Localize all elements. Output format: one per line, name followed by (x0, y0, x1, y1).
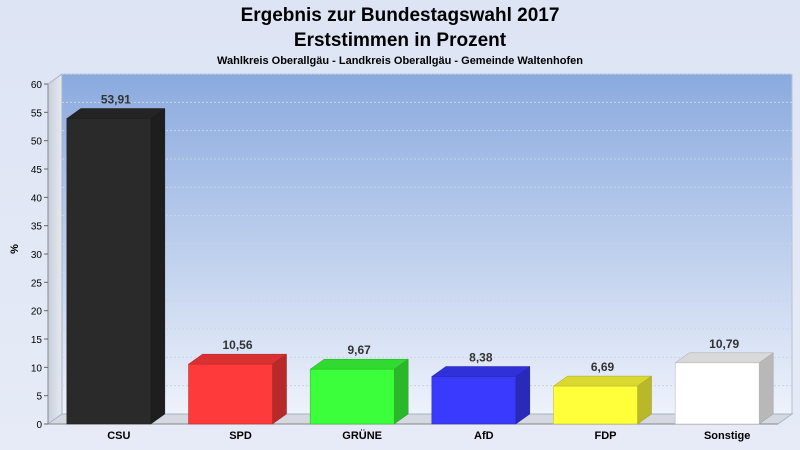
bar-side (272, 353, 287, 425)
bar-fdp (552, 375, 653, 425)
y-tick-label: 5 (36, 392, 42, 403)
y-tick-label: 25 (31, 278, 43, 289)
bar-grüne (309, 358, 409, 425)
bars (66, 108, 774, 425)
chart-title: Ergebnis zur Bundestagswahl 2017 (241, 5, 560, 26)
category-label: GRÜNE (342, 429, 382, 442)
bar-front (674, 362, 760, 425)
category-label: AfD (474, 430, 494, 442)
bar-front (66, 118, 152, 425)
category-label: FDP (595, 430, 617, 442)
value-label: 10,79 (709, 337, 739, 351)
bar-front (553, 385, 638, 425)
bar-front (188, 363, 273, 425)
y-tick-label: 60 (31, 80, 43, 91)
y-tick-label: 10 (31, 363, 43, 374)
category-label: CSU (107, 430, 130, 442)
chart-title-line2: Erststimmen in Prozent (294, 30, 507, 51)
bar-afd (431, 366, 531, 425)
bar-top (552, 375, 653, 387)
bar-side (758, 352, 774, 425)
category-label: SPD (229, 430, 252, 442)
bar-top (187, 353, 288, 365)
bar-top (674, 352, 774, 364)
bar-top (309, 358, 409, 370)
y-tick-label: 20 (31, 307, 43, 318)
y-tick-label: 55 (31, 108, 43, 119)
grid-lines (62, 73, 792, 387)
bar-front (309, 368, 395, 425)
y-tick-label: 45 (31, 165, 43, 176)
y-tick-label: 35 (31, 222, 43, 233)
bar-csu (66, 108, 166, 425)
x-axis-categories: CSU SPD GRÜNE AfD FDP Sonstige (107, 429, 750, 442)
y-tick-label: 30 (31, 250, 43, 261)
category-label: Sonstige (704, 430, 750, 442)
value-label: 53,91 (101, 93, 131, 107)
value-label: 6,69 (591, 360, 615, 374)
y-axis-ticks: 0 5 10 15 20 25 30 35 40 45 50 55 60 (31, 80, 48, 431)
value-label: 8,38 (469, 351, 493, 365)
bar-side (393, 358, 409, 425)
y-tick-label: 15 (31, 335, 43, 346)
bar-sonstige (674, 352, 774, 425)
bar-side (150, 108, 166, 425)
chart-subtitle: Wahlkreis Oberallgäu - Landkreis Oberall… (217, 55, 583, 67)
y-axis-label: % (9, 244, 21, 254)
bar-front (431, 376, 517, 425)
y-tick-label: 50 (31, 137, 43, 148)
value-labels: 53,91 10,56 9,67 8,38 6,69 10,79 (101, 93, 740, 375)
y-tick-label: 40 (31, 193, 43, 204)
bar-top (66, 108, 166, 119)
bar-spd (187, 353, 288, 425)
value-label: 10,56 (222, 338, 252, 352)
value-label: 9,67 (347, 343, 371, 357)
bar-top (431, 366, 531, 377)
y-tick-label: 0 (36, 420, 42, 431)
